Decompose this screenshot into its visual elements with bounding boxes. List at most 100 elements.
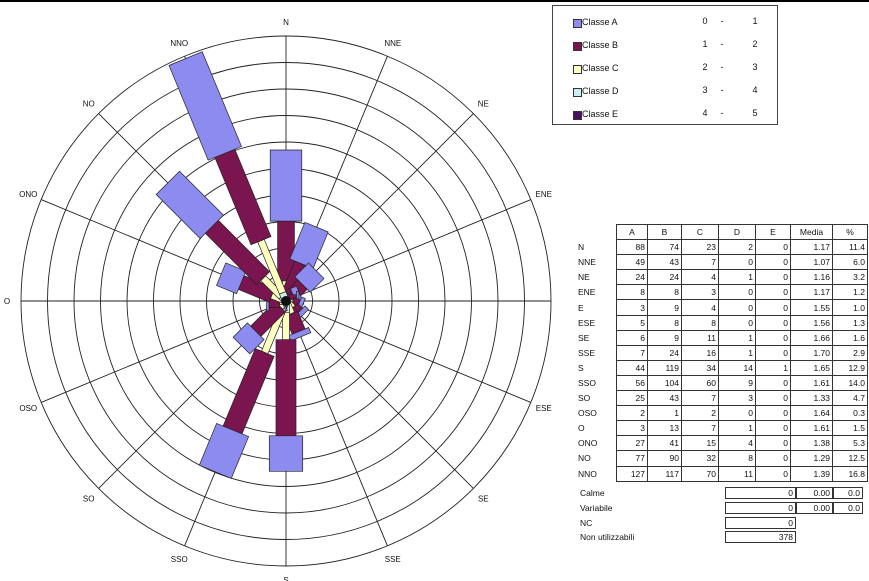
- legend-dash: -: [720, 108, 724, 118]
- table-cell: 1.17: [790, 239, 833, 256]
- bar-so-a: [232, 322, 265, 355]
- row-direction: NE: [578, 272, 590, 283]
- table-row: O 3 13 7 1 0 1.61 1.5: [576, 420, 868, 437]
- table-cell: 14.0: [832, 374, 868, 392]
- table-cell: 0: [718, 254, 756, 271]
- legend-high: 3: [752, 62, 758, 72]
- table-cell: 1.55: [790, 299, 833, 316]
- table-header: A: [616, 223, 648, 241]
- legend-high: 5: [752, 108, 758, 118]
- table-row: SO 25 43 7 3 0 1.33 4.7: [576, 390, 868, 407]
- table-row: NO 77 90 32 8 0 1.29 12.5: [576, 450, 868, 467]
- table-header: E: [755, 223, 791, 241]
- direction-label: NE: [478, 100, 489, 109]
- table-cell: 90: [647, 450, 682, 467]
- table-cell: 1.0: [832, 299, 868, 316]
- table-cell: 0: [755, 450, 791, 467]
- table-cell: 8: [718, 450, 756, 467]
- legend-item: Classe C 2 - 3: [553, 60, 777, 80]
- table-body: N 88 74 23 2 0 1.17 11.4 NNE 49 43 7 0 0 1.07 6.0 NE 24 24…: [576, 239, 868, 482]
- table-row: SE 6 9 11 1 0 1.66 1.6: [576, 329, 868, 346]
- extra-label: Variabile: [580, 503, 613, 513]
- table-cell: 3: [718, 390, 756, 407]
- bar-n-a: [269, 149, 303, 222]
- direction-label: SSE: [385, 555, 401, 564]
- legend-low: 3: [702, 85, 708, 95]
- row-direction: NO: [578, 453, 591, 464]
- bar-no-a: [155, 170, 224, 239]
- table-cell: 0.3: [832, 405, 868, 422]
- grid-spoke: [285, 113, 474, 302]
- bar-sso-a: [198, 422, 250, 479]
- row-direction: SSE: [578, 347, 596, 358]
- table-cell: 1.17: [790, 284, 833, 301]
- table-cell: 8: [647, 314, 682, 331]
- table-cell: 27: [616, 435, 648, 452]
- table-cell: 0: [718, 299, 756, 316]
- wind-rose-chart: NNNENEENEEESESESSESSSOSOOSOOONONONNO: [4, 18, 552, 581]
- table-cell: 1.2: [832, 284, 868, 301]
- table-cell: 3: [616, 299, 648, 316]
- table-cell: 4: [681, 269, 719, 286]
- extra-label: Calme: [580, 488, 605, 498]
- table-cell: 24: [647, 269, 682, 286]
- row-direction: N: [578, 242, 585, 253]
- table-cell: 0: [755, 420, 791, 437]
- table-cell: 0: [755, 344, 791, 361]
- legend-label: Classe A: [582, 17, 618, 27]
- table-cell: 0: [755, 405, 791, 422]
- table-cell: 2: [718, 239, 756, 256]
- table-cell: 24: [616, 269, 648, 286]
- table-cell: 104: [647, 374, 682, 392]
- wind-bars: [155, 51, 329, 479]
- extra-count: 0: [725, 517, 796, 529]
- table-cell: 34: [681, 359, 719, 376]
- table-row: S 44 119 34 14 1 1.65 12.9: [576, 359, 868, 376]
- table-cell: 70: [681, 465, 719, 482]
- table-cell: 0: [718, 314, 756, 331]
- legend-low: 4: [702, 108, 708, 118]
- table-header: Media: [790, 223, 833, 241]
- grid-spoke: [285, 199, 532, 302]
- extra-count: 0: [725, 487, 796, 499]
- legend-swatch: [573, 111, 582, 120]
- row-direction: SSO: [578, 377, 596, 388]
- table-cell: 0: [718, 405, 756, 422]
- table-cell: 0: [755, 284, 791, 301]
- legend-swatch: [573, 42, 582, 51]
- extra-label: Non utilizzabili: [580, 532, 635, 542]
- table-row: SSE 7 24 16 1 0 1.70 2.9: [576, 344, 868, 361]
- table-cell: 1: [718, 420, 756, 437]
- table-cell: 1.33: [790, 390, 833, 407]
- direction-label: N: [283, 18, 289, 27]
- table-cell: 24: [647, 344, 682, 361]
- legend-high: 2: [752, 39, 758, 49]
- legend-high: 1: [752, 16, 758, 26]
- grid-spoke: [285, 300, 388, 547]
- table-cell: 15: [681, 435, 719, 452]
- table-cell: 60: [681, 374, 719, 392]
- row-direction: E: [578, 302, 584, 313]
- table-cell: 4: [681, 299, 719, 316]
- table-cell: 0: [755, 314, 791, 331]
- table-cell: 43: [647, 254, 682, 271]
- table-cell: 1.5: [832, 420, 868, 437]
- table-cell: 11.4: [832, 239, 868, 256]
- table-cell: 7: [681, 420, 719, 437]
- table-cell: 0: [755, 329, 791, 346]
- table-cell: 117: [647, 465, 682, 482]
- table-cell: 1: [755, 359, 791, 376]
- table-cell: 16: [681, 344, 719, 361]
- row-direction: NNE: [578, 257, 596, 268]
- table-cell: 1.66: [790, 329, 833, 346]
- table-cell: 7: [681, 254, 719, 271]
- table-cell: 0: [755, 374, 791, 392]
- table-cell: 1.61: [790, 420, 833, 437]
- table-cell: 43: [647, 390, 682, 407]
- legend-low: 2: [702, 62, 708, 72]
- table-cell: 0: [755, 269, 791, 286]
- table-row: OSO 2 1 2 0 0 1.64 0.3: [576, 405, 868, 422]
- table-cell: 0: [755, 299, 791, 316]
- extra-pct: 0.0: [833, 487, 863, 499]
- table-cell: 1: [718, 329, 756, 346]
